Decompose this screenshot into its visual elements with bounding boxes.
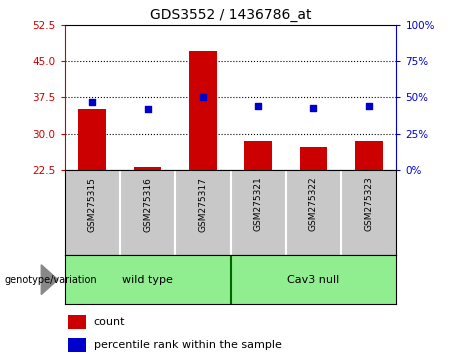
Text: GSM275321: GSM275321 <box>254 177 263 232</box>
Text: count: count <box>94 317 125 327</box>
Bar <box>300 147 327 170</box>
Text: GSM275315: GSM275315 <box>88 177 97 232</box>
Point <box>310 105 317 110</box>
Text: GSM275317: GSM275317 <box>198 177 207 232</box>
Text: wild type: wild type <box>122 275 173 285</box>
Polygon shape <box>41 265 58 295</box>
Bar <box>78 109 106 170</box>
Bar <box>68 338 87 352</box>
Bar <box>355 141 383 170</box>
Text: GSM275323: GSM275323 <box>364 177 373 232</box>
Point <box>144 106 151 112</box>
Text: GSM275322: GSM275322 <box>309 177 318 232</box>
Bar <box>134 166 161 170</box>
Text: Cav3 null: Cav3 null <box>287 275 340 285</box>
Title: GDS3552 / 1436786_at: GDS3552 / 1436786_at <box>150 8 311 22</box>
Point <box>365 103 372 109</box>
Point <box>254 103 262 109</box>
Text: genotype/variation: genotype/variation <box>5 275 97 285</box>
Bar <box>244 141 272 170</box>
Text: percentile rank within the sample: percentile rank within the sample <box>94 340 282 350</box>
Bar <box>189 51 217 170</box>
Point <box>89 99 96 104</box>
Bar <box>68 315 87 329</box>
Point <box>199 95 207 100</box>
Text: GSM275316: GSM275316 <box>143 177 152 232</box>
